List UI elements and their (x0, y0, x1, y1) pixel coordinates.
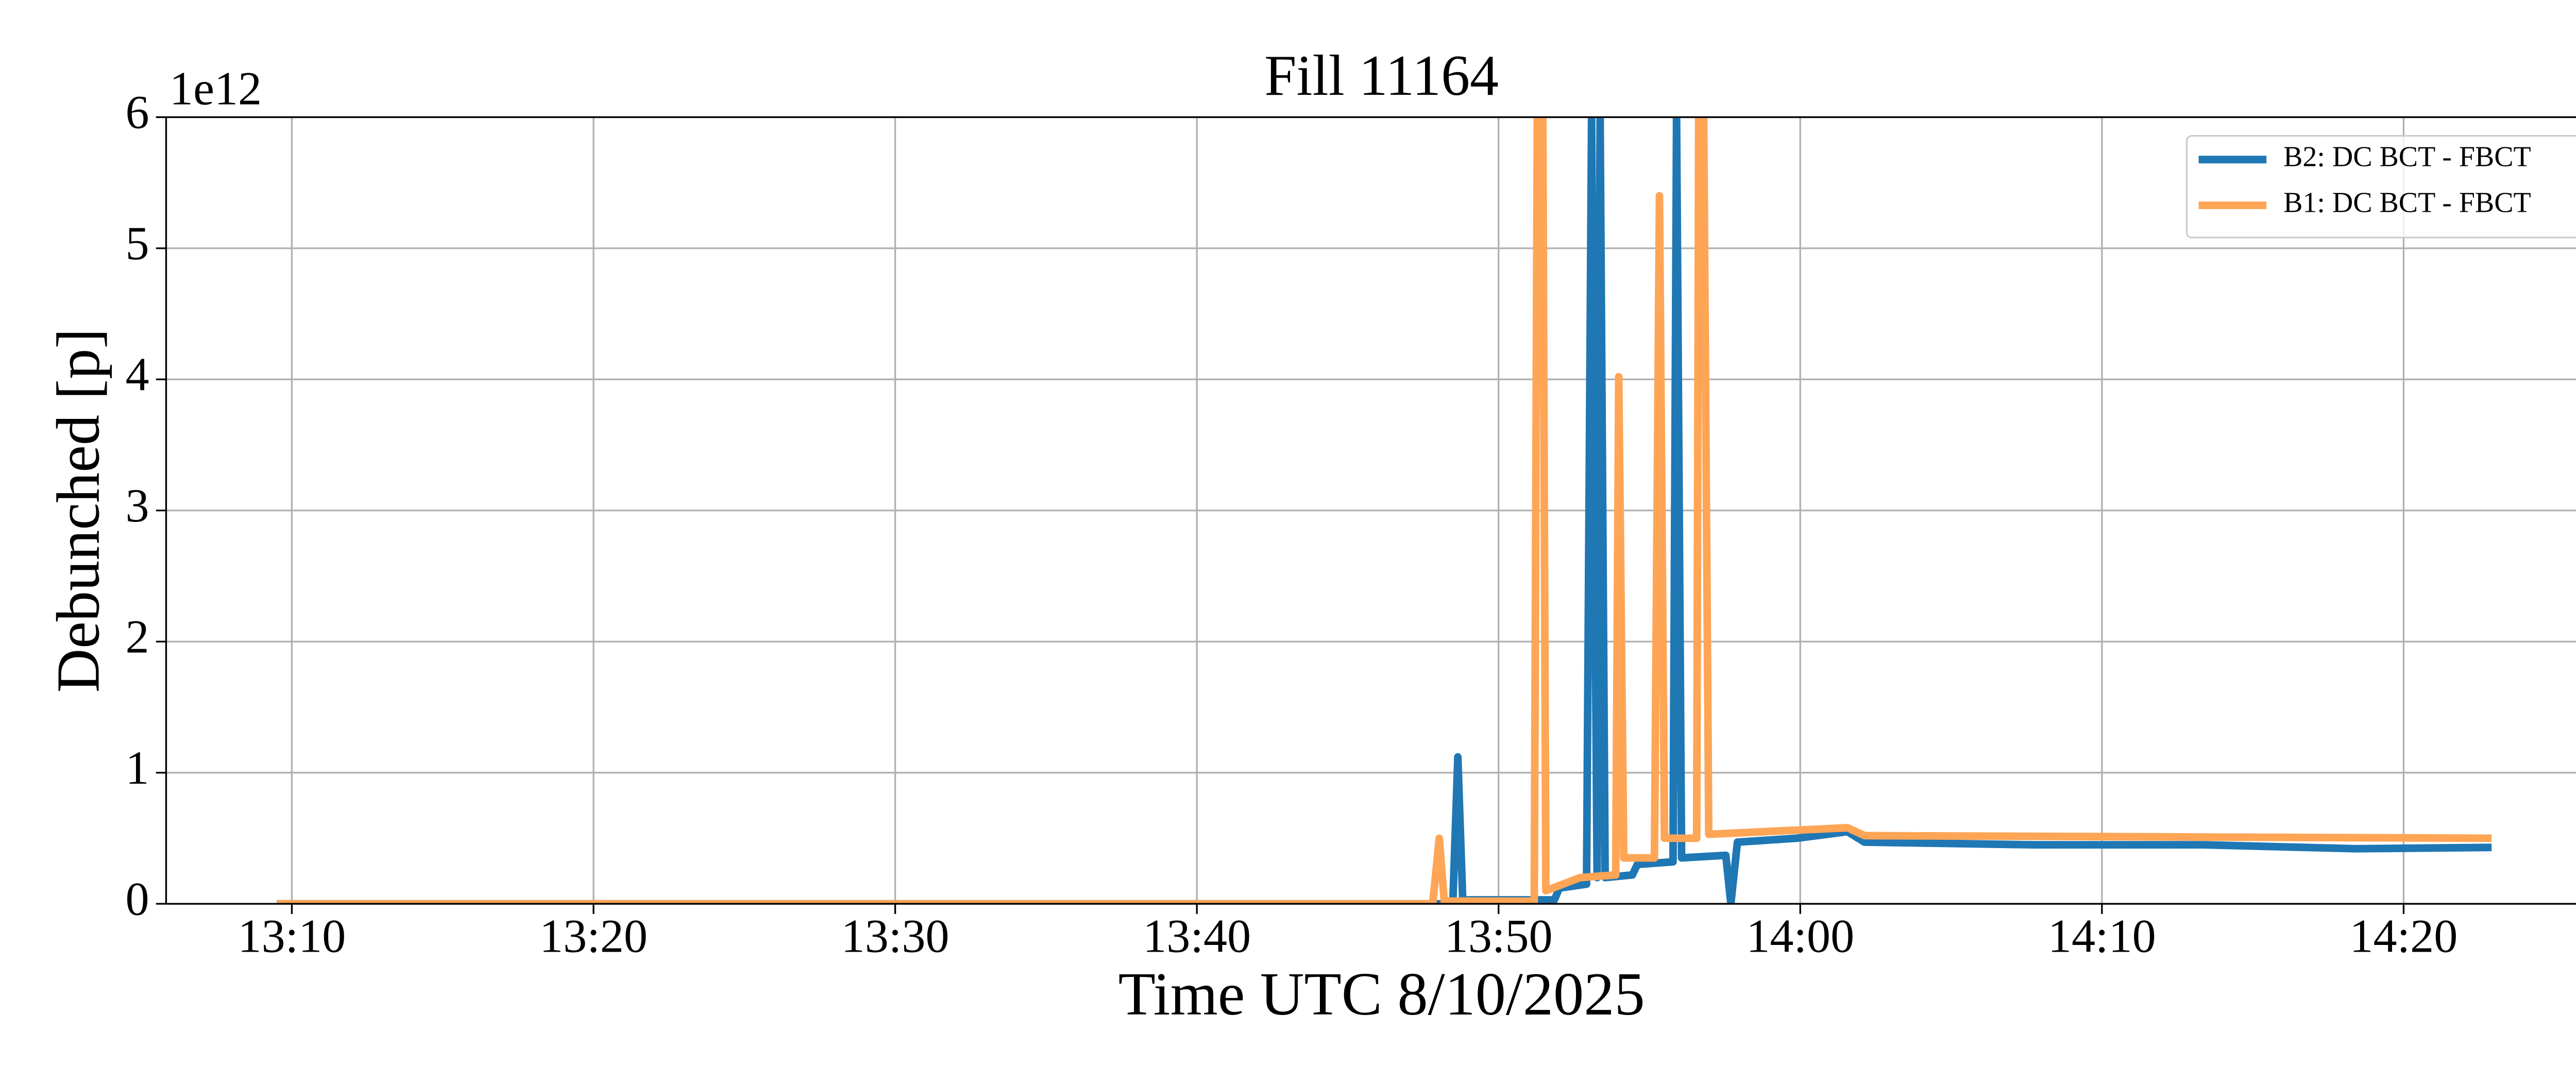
y-tick-label: 1 (125, 741, 149, 794)
x-tick-label: 13:50 (1445, 910, 1553, 962)
legend-label: B2: DC BCT - FBCT (2283, 141, 2531, 173)
y-tick-label: 5 (125, 217, 149, 269)
chart-title: Fill 11164 (1264, 44, 1499, 108)
x-tick-label: 14:10 (2048, 910, 2156, 962)
x-axis-label: Time UTC 8/10/2025 (1118, 960, 1645, 1028)
y-tick-label: 4 (125, 348, 149, 400)
x-tick-label: 14:00 (1746, 910, 1854, 962)
legend-label: B1: DC BCT - FBCT (2283, 187, 2531, 218)
plot-area (277, 117, 2492, 904)
data-line (277, 117, 2492, 904)
x-tick-label: 13:20 (539, 910, 648, 962)
axes-frame (165, 116, 2576, 905)
y-tick-label: 2 (125, 610, 149, 663)
legend: B2: DC BCT - FBCT B1: DC BCT - FBCT (2185, 134, 2576, 239)
legend-box (2185, 134, 2576, 239)
x-tick-label: 13:40 (1143, 910, 1251, 962)
y-tick-label: 0 (125, 872, 149, 925)
grid: 13:10 13:20 13:30 13:40 13:50 14:00 14:10 14:20… (125, 86, 2576, 962)
y-axis-label: Debunched [p] (44, 328, 112, 692)
x-tick-label: 14:20 (2349, 910, 2458, 962)
y-offset-text: 1e12 (170, 62, 262, 114)
y-tick-label: 6 (125, 86, 149, 139)
x-tick-label: 13:10 (238, 910, 346, 962)
x-tick-label: 13:30 (841, 910, 950, 962)
y-tick-label: 3 (125, 479, 149, 532)
